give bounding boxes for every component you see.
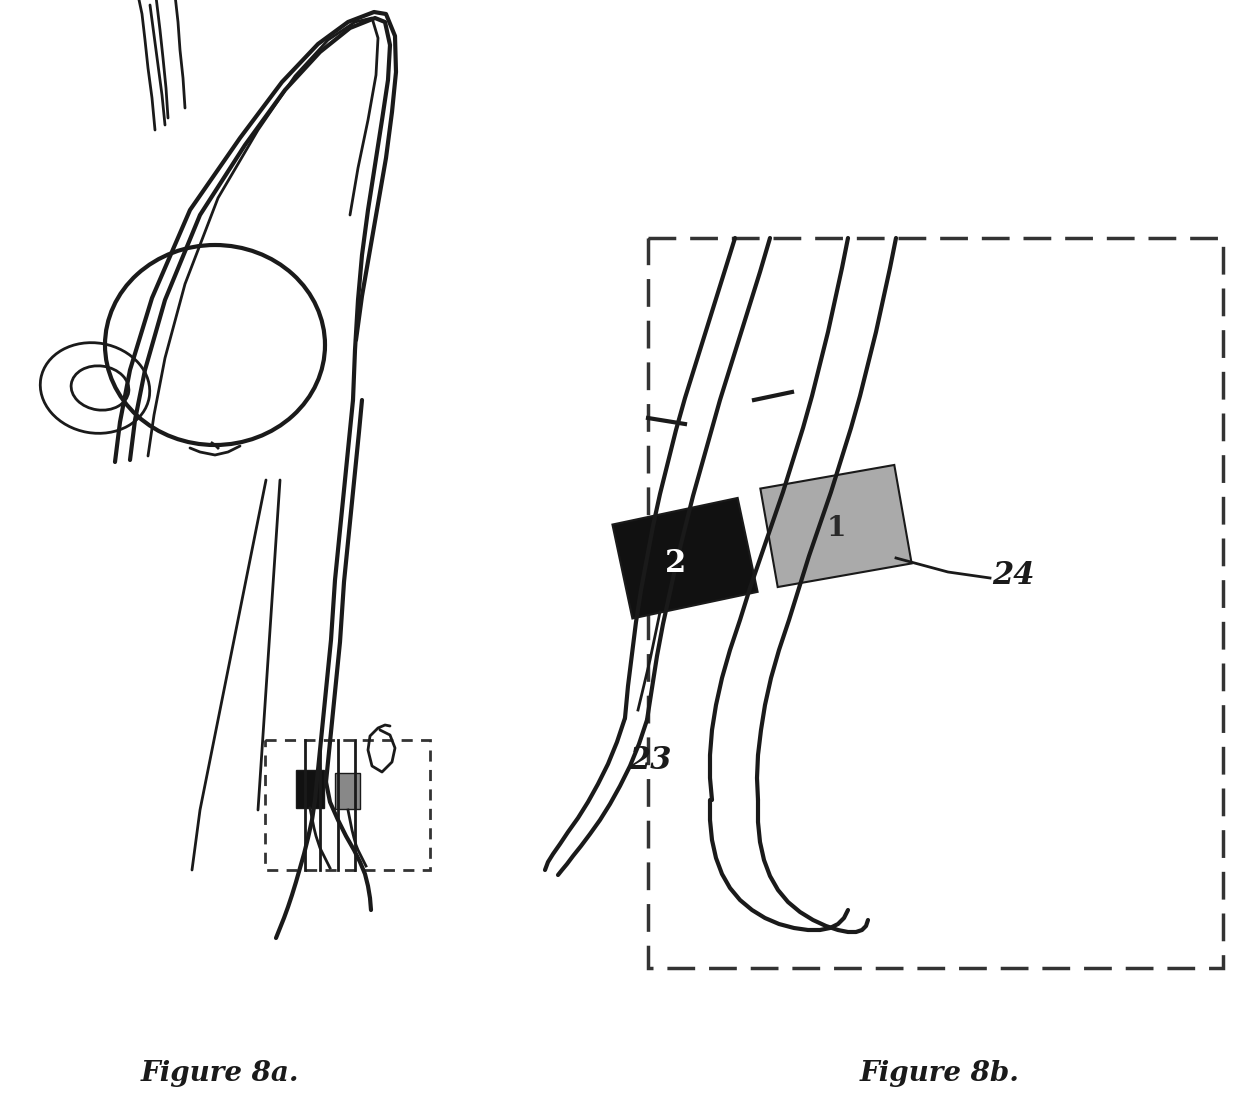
Bar: [265, 739, 430, 870]
Text: Figure 8b.: Figure 8b.: [861, 1060, 1021, 1087]
Bar: [335, 773, 360, 809]
Bar: [760, 465, 911, 588]
Bar: [649, 238, 1223, 968]
Text: 23: 23: [629, 745, 671, 776]
Bar: [296, 770, 324, 808]
Text: 2: 2: [666, 547, 687, 579]
Text: Figure 8a.: Figure 8a.: [141, 1060, 299, 1087]
Bar: [613, 498, 758, 619]
Text: 1: 1: [826, 515, 846, 542]
Text: 24: 24: [992, 561, 1034, 592]
